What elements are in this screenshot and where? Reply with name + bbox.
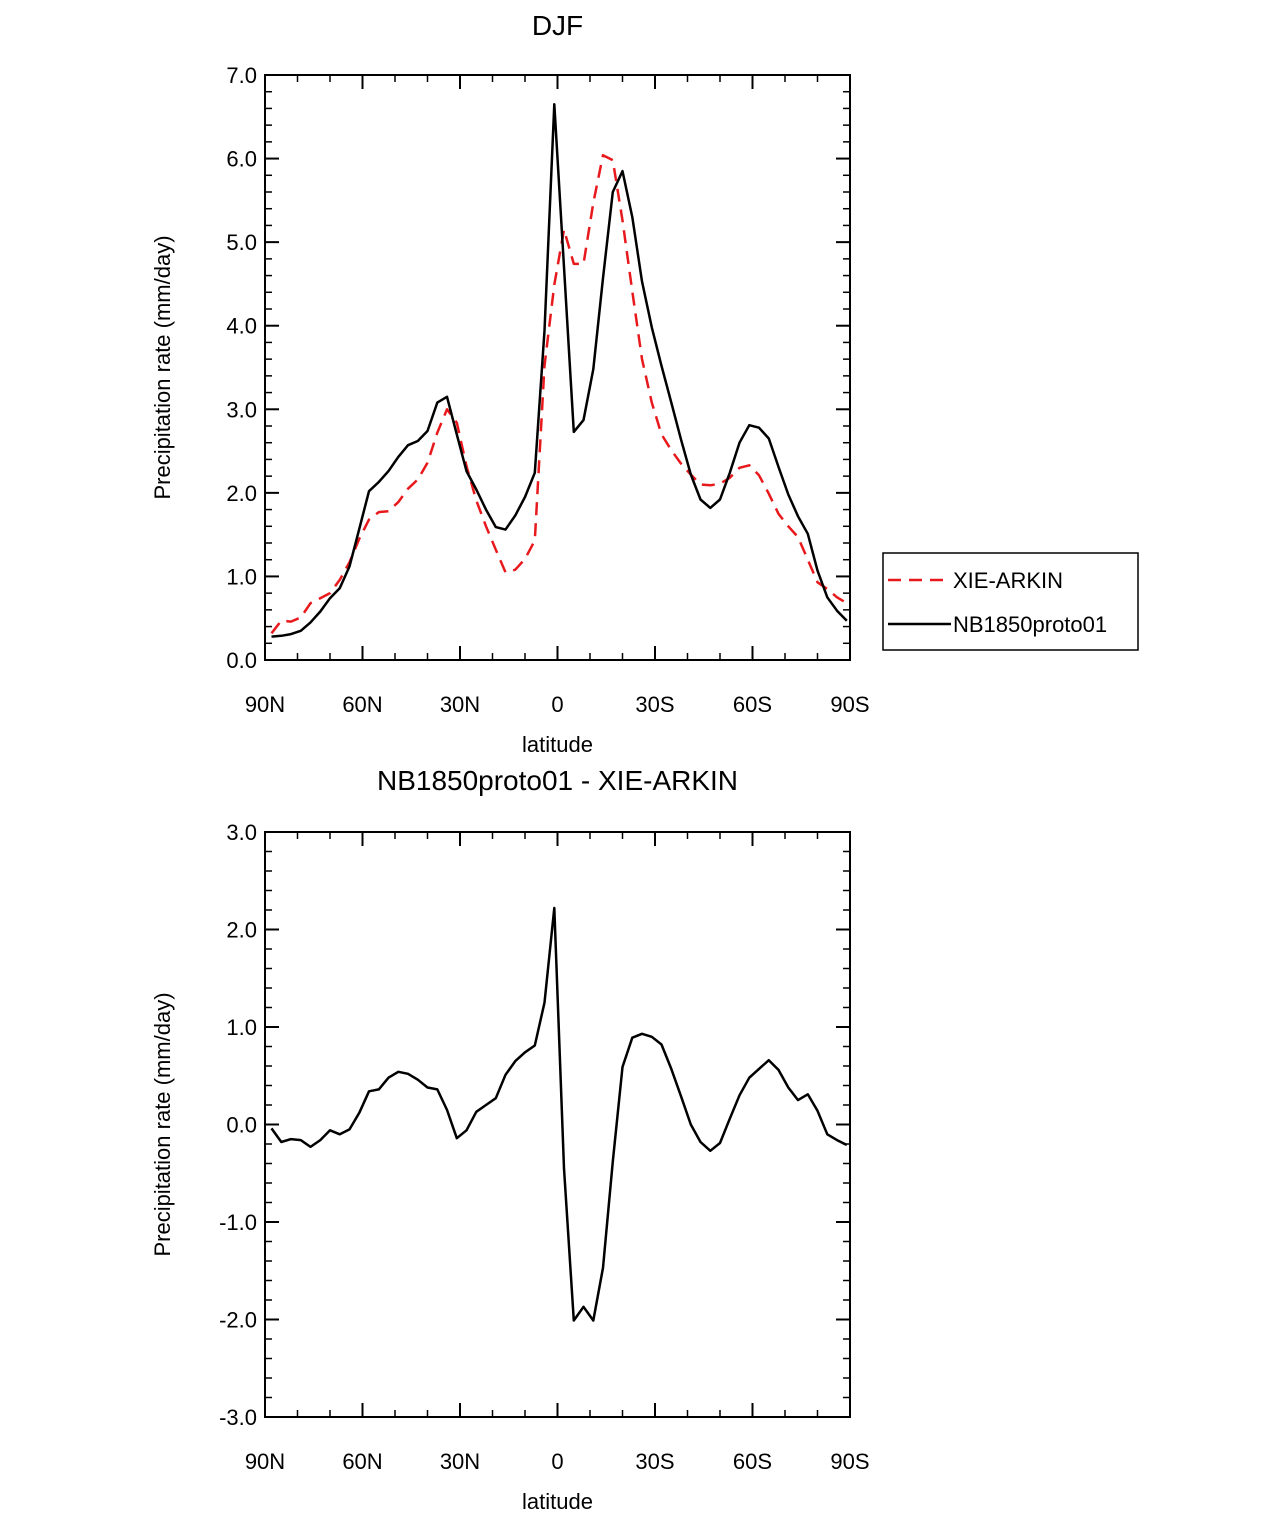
- y-tick-label: 0.0: [226, 1113, 257, 1138]
- y-tick-label: -3.0: [219, 1405, 257, 1430]
- y-tick-label: -2.0: [219, 1308, 257, 1333]
- y-tick-label: 4.0: [226, 314, 257, 339]
- y-tick-label: 7.0: [226, 63, 257, 88]
- y-tick-label: 1.0: [226, 1015, 257, 1040]
- x-tick-label: 0: [551, 692, 563, 717]
- y-tick-label: -1.0: [219, 1210, 257, 1235]
- y-tick-label: 3.0: [226, 397, 257, 422]
- x-tick-label: 90N: [245, 692, 285, 717]
- x-tick-label: 60N: [342, 692, 382, 717]
- x-tick-label: 90S: [830, 1449, 869, 1474]
- legend: XIE-ARKIN NB1850proto01: [882, 552, 1139, 651]
- x-tick-label: 30S: [635, 692, 674, 717]
- legend-label: NB1850proto01: [953, 612, 1107, 637]
- x-tick-label: 30N: [440, 692, 480, 717]
- y-tick-label: 3.0: [226, 820, 257, 845]
- legend-label: XIE-ARKIN: [953, 568, 1063, 593]
- legend-box: [882, 552, 1139, 651]
- x-tick-label: 60S: [733, 692, 772, 717]
- y-tick-label: 1.0: [226, 564, 257, 589]
- x-tick-label: 60N: [342, 1449, 382, 1474]
- x-tick-label: 0: [551, 1449, 563, 1474]
- y-axis-label: Precipitation rate (mm/day): [150, 992, 175, 1256]
- chart-climatology: DJF 0.0 1.0 2.0 3.0 4.0 5.0 6.0 7.0 90N 60N 30N 0 30S…: [150, 10, 1139, 757]
- y-tick-label: 2.0: [226, 481, 257, 506]
- chart-title: NB1850proto01 - XIE-ARKIN: [377, 765, 738, 796]
- series-line-0: [270, 153, 848, 635]
- x-axis-label: latitude: [522, 1489, 593, 1514]
- x-tick-label: 30N: [440, 1449, 480, 1474]
- y-tick-label: 6.0: [226, 147, 257, 172]
- y-axis-label: Precipitation rate (mm/day): [150, 235, 175, 499]
- x-tick-label: 90S: [830, 692, 869, 717]
- chart-title: DJF: [532, 10, 583, 41]
- y-tick-label: 2.0: [226, 918, 257, 943]
- y-tick-label: 5.0: [226, 230, 257, 255]
- x-axis-label: latitude: [522, 732, 593, 757]
- x-tick-label: 60S: [733, 1449, 772, 1474]
- series-line-0: [270, 906, 848, 1322]
- x-tick-label: 90N: [245, 1449, 285, 1474]
- series-line-1: [271, 103, 848, 638]
- x-tick-label: 30S: [635, 1449, 674, 1474]
- chart-difference: NB1850proto01 - XIE-ARKIN -3.0 -2.0 -1.0 0.0…: [150, 765, 870, 1514]
- y-tick-label: 0.0: [226, 648, 257, 673]
